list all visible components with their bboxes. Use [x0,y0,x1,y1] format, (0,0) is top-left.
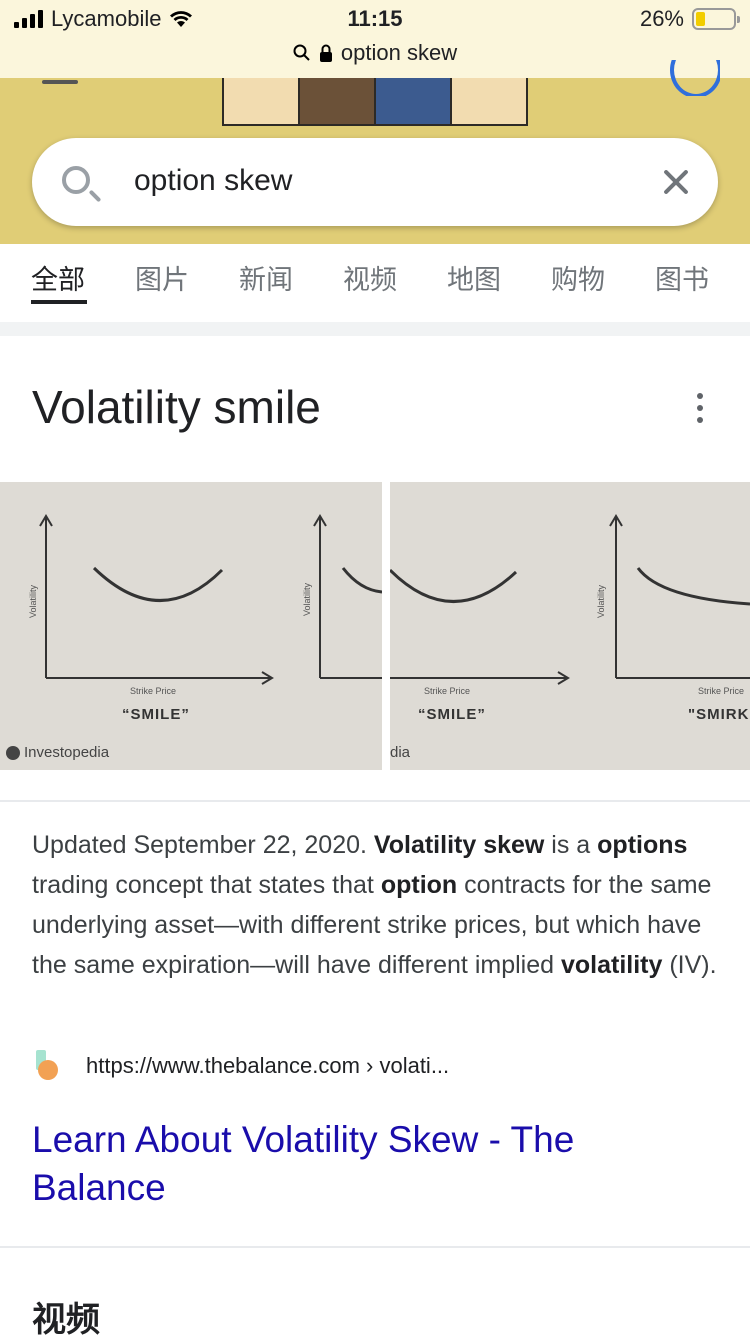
smile-chart-image [39,514,382,685]
battery-icon [692,8,740,30]
snippet-text: (IV). [662,951,717,979]
chart-caption: “SMILE” [122,706,190,723]
search-input[interactable]: option skew [134,164,293,197]
menu-icon[interactable] [42,80,78,84]
axis-label-x: Strike Price [130,686,177,696]
image-source-brand: dia [390,744,411,761]
divider [0,800,750,802]
status-bar: Lycamobile 11:15 26% option skew [0,0,750,78]
image-thumbnail[interactable]: Volatility Strike Price “SMILE” Volatili… [0,482,382,770]
result-title-link[interactable]: Learn About Volatility Skew - The Balanc… [32,1119,575,1208]
google-doodle-logo[interactable] [222,78,528,126]
brand-label: Investopedia [24,744,110,761]
axis-label-x: Strike Price [424,686,471,696]
signal-icon [14,10,43,28]
carrier-label: Lycamobile [51,6,162,31]
doodle-tile [376,78,452,124]
snippet-text [367,831,374,859]
account-icon[interactable] [668,60,720,96]
axis-label-y: Volatility [28,584,38,618]
url-text: option skew [340,40,458,65]
tab-maps[interactable]: 地图 [447,265,501,295]
tab-news[interactable]: 新闻 [239,265,293,295]
image-thumbnail[interactable]: Strike Price “SMILE” dia Volatility Stri… [390,482,750,770]
featured-snippet: Updated September 22, 2020. Volatility s… [32,825,722,985]
doodle-tile [224,78,300,124]
smile-smirk-chart-image [390,514,750,685]
more-options-icon[interactable] [694,393,706,423]
search-icon[interactable] [62,166,90,194]
snippet-highlight: option [380,871,458,899]
result-source[interactable]: https://www.thebalance.com › volati... [32,1050,449,1082]
search-box[interactable]: option skew [32,138,718,226]
doodle-tile [300,78,376,124]
axis-label-y: Volatility [302,582,312,616]
wifi-icon [170,11,193,27]
chart-caption: "SMIRK [688,706,750,723]
clear-icon[interactable] [658,164,694,200]
tab-shopping[interactable]: 购物 [551,265,605,295]
axis-label-y: Volatility [596,584,606,618]
snippet-highlight: Volatility skew [373,831,545,859]
active-tab-indicator [31,300,87,304]
card-title: Volatility smile [32,381,321,433]
snippet-highlight: options [597,831,688,859]
section-separator [0,322,750,336]
status-left: Lycamobile [14,6,193,32]
investopedia-logo-icon [6,745,20,760]
tab-images[interactable]: 图片 [135,265,189,295]
snippet-text: trading concept that states that [32,871,381,899]
image-source-brand: Investopedia [6,744,109,761]
divider [0,1246,750,1248]
axis-label-x: Strike Price [698,686,745,696]
battery-percent: 26% [639,6,684,31]
lock-icon [319,44,332,62]
status-right: 26% [639,6,740,32]
snippet-text: contracts for the same underlying asset—… [32,871,712,979]
doodle-tile [452,78,526,124]
source-url[interactable]: https://www.thebalance.com › volati... [86,1053,450,1078]
tab-all[interactable]: 全部 [31,265,85,295]
search-tabs: 全部 图片 新闻 视频 地图 购物 图书 [0,244,750,322]
videos-section-title: 视频 [32,1301,100,1339]
snippet-text: is a [544,831,598,859]
tab-videos[interactable]: 视频 [343,265,397,295]
snippet-date: Updated September 22, 2020. [32,831,367,859]
snippet-highlight: volatility [560,951,663,979]
tab-books[interactable]: 图书 [655,265,709,295]
battery-level [696,12,705,26]
clock: 11:15 [347,6,403,31]
url-bar[interactable]: option skew [0,40,750,66]
chart-caption: “SMILE” [418,706,486,723]
thebalance-favicon-icon [32,1050,60,1082]
url-search-icon [293,44,310,61]
